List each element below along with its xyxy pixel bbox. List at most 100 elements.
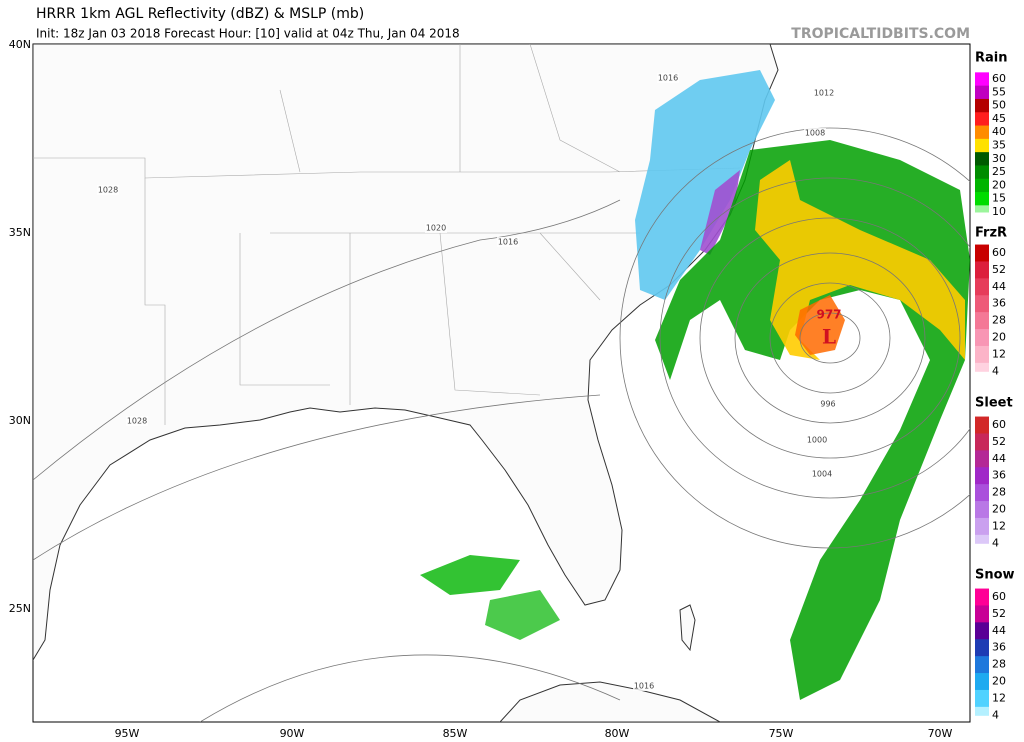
low-pressure-value: 977 <box>816 308 841 322</box>
isobar-label: 1028 <box>98 186 118 195</box>
isobar-label: 996 <box>820 400 835 409</box>
legend-swatch <box>975 416 989 434</box>
island <box>679 604 696 652</box>
legend-tick-label: 45 <box>992 112 1006 125</box>
legend-swatch <box>975 295 989 313</box>
isobar-label-bg <box>811 469 833 479</box>
isobar-label-bg <box>817 399 839 409</box>
legend-tick-label: 36 <box>992 469 1006 482</box>
legend-tick-label: 50 <box>992 99 1006 112</box>
lon-label: 85W <box>443 727 468 740</box>
borders <box>33 44 741 425</box>
lat-label: 30N <box>9 414 31 427</box>
legend-swatch <box>975 433 989 451</box>
legend-tick-label: 30 <box>992 152 1006 165</box>
precipitation <box>420 70 970 700</box>
legend-tick-label: 4 <box>992 708 999 721</box>
legend-swatch <box>975 362 989 372</box>
legend-swatch <box>975 467 989 485</box>
lat-label: 25N <box>9 602 31 615</box>
legend-tick-label: 52 <box>992 607 1006 620</box>
legend-title: Rain <box>975 51 1008 66</box>
legend-swatch <box>975 501 989 519</box>
legend-swatch <box>975 112 989 127</box>
legend-tick-label: 28 <box>992 486 1006 499</box>
legend-tick-label: 60 <box>992 72 1006 85</box>
legend-swatch <box>975 125 989 140</box>
isobar-label-bg <box>813 88 835 98</box>
isobar-label-bg <box>657 73 679 83</box>
isobar-label: 1000 <box>807 436 827 445</box>
legend-tick-label: 60 <box>992 418 1006 431</box>
legend-swatch <box>975 588 989 606</box>
legend-tick-label: 35 <box>992 139 1006 152</box>
lat-label: 40N <box>9 38 31 51</box>
isobar-label: 1028 <box>127 417 147 426</box>
legend-swatch <box>975 622 989 640</box>
isobar-label: 1020 <box>426 224 446 233</box>
legend-tick-label: 36 <box>992 641 1006 654</box>
legend-tick-label: 12 <box>992 347 1006 360</box>
legend-swatch <box>975 345 989 364</box>
lon-label: 75W <box>769 727 794 740</box>
legend-swatch <box>975 278 989 296</box>
legend-swatch <box>975 178 989 193</box>
legend-tick-label: 15 <box>992 192 1006 205</box>
legend-tick-label: 44 <box>992 452 1006 465</box>
legend-swatch <box>975 689 989 708</box>
legend-swatch <box>975 98 989 113</box>
legend-swatch <box>975 152 989 166</box>
map-body <box>33 44 970 722</box>
lon-label: 95W <box>115 727 140 740</box>
isobar-label: 1004 <box>812 470 832 479</box>
legend-tick-label: 25 <box>992 165 1006 178</box>
legend-swatch <box>975 138 989 153</box>
isobar-label: 1012 <box>814 89 834 98</box>
legend-swatch <box>975 484 989 502</box>
lon-label: 90W <box>280 727 305 740</box>
legend-tick-label: 28 <box>992 314 1006 327</box>
isobar-label-bg <box>633 681 655 691</box>
legend-tick-label: 4 <box>992 364 999 377</box>
lat-label: 35N <box>9 226 31 239</box>
isobar-label-bg <box>126 416 148 426</box>
legend-tick-label: 12 <box>992 519 1006 532</box>
legend-tick-label: 4 <box>992 536 999 549</box>
isobar-label: 1016 <box>498 238 518 247</box>
isobar-label: 1016 <box>634 682 654 691</box>
legend-swatch <box>975 85 989 100</box>
legend-swatch <box>975 673 989 691</box>
legend-swatch <box>975 534 989 544</box>
legend-tick-label: 20 <box>992 331 1006 344</box>
isobar-label: 1016 <box>658 74 678 83</box>
lon-label: 70W <box>928 727 953 740</box>
legend-swatch <box>975 706 989 716</box>
legend-tick-label: 20 <box>992 675 1006 688</box>
legend-swatch <box>975 656 989 674</box>
legend-tick-label: 40 <box>992 125 1006 138</box>
legend-swatch <box>975 450 989 468</box>
legend-swatch <box>975 205 989 213</box>
legend-tick-label: 52 <box>992 435 1006 448</box>
subtitle: Init: 18z Jan 03 2018 Forecast Hour: [10… <box>36 27 460 41</box>
legend-swatch <box>975 192 989 206</box>
isobar-label-bg <box>97 185 119 195</box>
isobar-label-bg <box>497 237 519 247</box>
legend-tick-label: 36 <box>992 297 1006 310</box>
isobar-label-bg <box>804 128 826 138</box>
legend-title: Snow <box>975 568 1015 583</box>
legend-swatch <box>975 244 989 262</box>
isobar-label-bg <box>425 223 447 233</box>
legend-swatch <box>975 165 989 180</box>
legend-title: Sleet <box>975 396 1013 411</box>
legend-swatch <box>975 605 989 623</box>
legend-tick-label: 20 <box>992 178 1006 191</box>
legend-tick-label: 55 <box>992 85 1006 98</box>
legend-tick-label: 10 <box>992 205 1006 218</box>
title: HRRR 1km AGL Reflectivity (dBZ) & MSLP (… <box>36 6 364 22</box>
map <box>32 43 971 723</box>
legend-tick-label: 44 <box>992 624 1006 637</box>
